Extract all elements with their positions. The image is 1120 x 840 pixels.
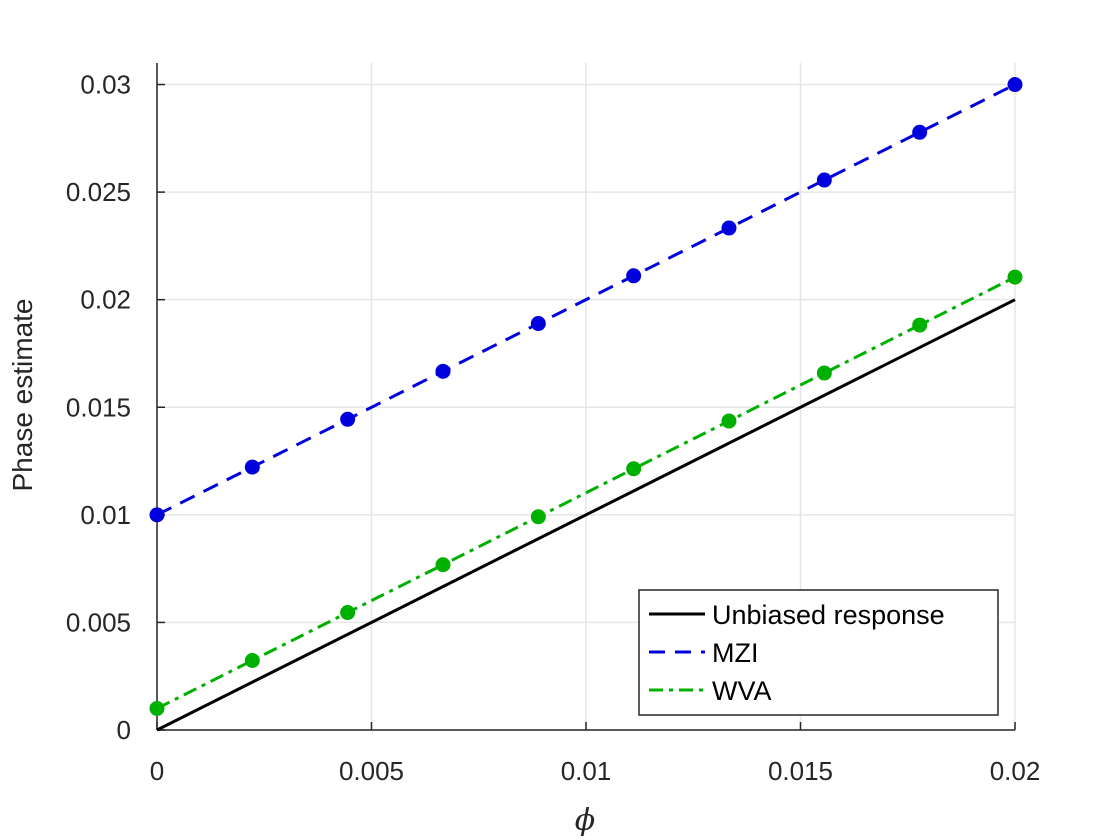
series-2-point — [816, 365, 832, 381]
y-tick-label: 0.01 — [80, 500, 131, 530]
series-1-point — [816, 172, 832, 188]
y-tick-labels: 0 0.005 0.01 0.015 0.02 0.025 0.03 — [66, 70, 131, 745]
legend: Unbiased response MZI WVA — [638, 589, 999, 716]
series-1-point — [912, 124, 928, 140]
x-tick-label: 0 — [150, 756, 164, 786]
series-2-point — [435, 557, 451, 573]
y-tick-label: 0.005 — [66, 607, 131, 637]
series-1-point — [435, 363, 451, 379]
x-tick-label: 0.015 — [768, 756, 833, 786]
y-tick-label: 0.025 — [66, 177, 131, 207]
series-line-1 — [156, 83, 1016, 517]
series-1-point — [626, 268, 642, 284]
axes — [156, 63, 1016, 731]
series-1-point — [721, 220, 737, 236]
series-2-point — [1007, 269, 1023, 285]
series-2-point — [912, 317, 928, 333]
series-1-point — [340, 411, 356, 427]
series-1-point — [244, 459, 260, 475]
x-tick-label: 0.02 — [990, 756, 1041, 786]
x-tick-labels: 0 0.005 0.01 0.015 0.02 — [150, 756, 1041, 786]
legend-label: WVA — [712, 676, 772, 706]
y-axis-label: Phase estimate — [7, 299, 38, 492]
y-tick-label: 0.015 — [66, 392, 131, 422]
x-axis-label: ϕ — [575, 803, 595, 838]
y-tick-label: 0.03 — [80, 70, 131, 100]
x-tick-label: 0.005 — [339, 756, 404, 786]
x-tick-label: 0.01 — [561, 756, 612, 786]
plot-series — [149, 77, 1023, 732]
series-2-point — [626, 461, 642, 477]
series-2-point — [721, 413, 737, 429]
series-2-point — [340, 605, 356, 621]
series-1-point — [1007, 77, 1023, 93]
series-1-point — [149, 507, 165, 523]
series-2-point — [530, 509, 546, 525]
series-2-point — [149, 700, 165, 716]
series-line-2 — [156, 275, 1016, 710]
series-1-point — [530, 316, 546, 332]
legend-label: MZI — [712, 638, 759, 668]
series-line-0 — [156, 298, 1016, 732]
y-tick-label: 0.02 — [80, 285, 131, 315]
legend-label: Unbiased response — [712, 600, 945, 630]
legend-box — [638, 589, 999, 716]
y-tick-label: 0 — [117, 715, 131, 745]
series-2-point — [244, 653, 260, 669]
